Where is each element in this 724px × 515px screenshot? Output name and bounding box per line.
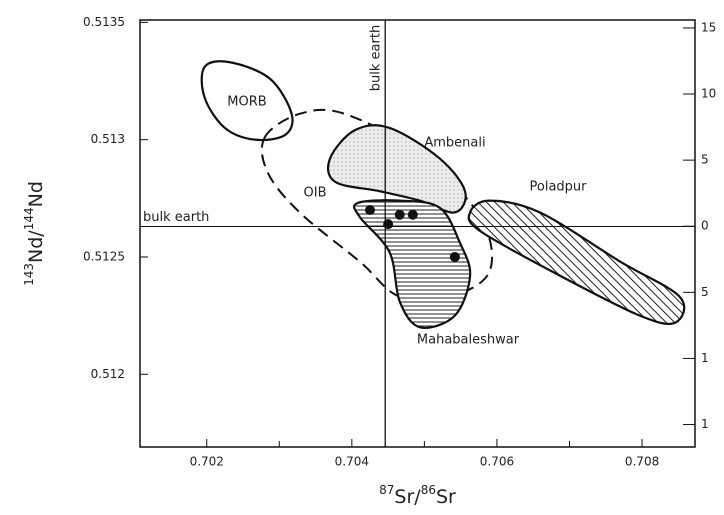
- y2-tick-label: 1: [701, 351, 709, 365]
- y-axis-title: 143Nd/144Nd: [22, 181, 47, 286]
- reference-label: bulk earth: [369, 25, 384, 91]
- y2-tick-label: 15: [701, 20, 716, 34]
- field-label: MORB: [227, 95, 266, 110]
- x-tick-label: 0.704: [335, 455, 369, 469]
- x-axis-title-part: 86: [421, 483, 436, 497]
- x-tick-label: 0.702: [190, 455, 224, 469]
- data-point: [364, 205, 375, 216]
- field: [352, 199, 472, 329]
- data-point: [407, 209, 418, 220]
- field-label: Ambenali: [424, 136, 485, 151]
- y2-tick-label: 1: [701, 417, 709, 431]
- reference-label: bulk earth: [143, 210, 209, 225]
- plot-frame: [139, 19, 696, 448]
- y2-tick-label: 10: [701, 87, 716, 101]
- y-axis-title-part: 143: [22, 263, 36, 286]
- field-label: Mahabaleshwar: [417, 333, 520, 348]
- y-tick-label: 0.5125: [83, 249, 125, 263]
- y-tick-label: 0.5135: [83, 15, 125, 29]
- y-tick-label: 0.512: [91, 367, 125, 381]
- data-point: [449, 251, 460, 262]
- data-point: [394, 209, 405, 220]
- x-tick-label: 0.708: [625, 455, 659, 469]
- y2-tick-label: 0: [701, 219, 709, 233]
- x-axis-title-part: Sr/: [394, 486, 421, 508]
- field: [326, 124, 467, 214]
- x-axis-title-part: 87: [379, 483, 394, 497]
- y-axis-title-part: Nd: [25, 181, 47, 207]
- data-point: [383, 219, 394, 230]
- x-axis-title: 87Sr/86Sr: [379, 483, 456, 508]
- field-label: OIB: [304, 186, 327, 201]
- y-tick-label: 0.513: [91, 132, 125, 146]
- field: [260, 108, 493, 302]
- x-tick-label: 0.706: [480, 455, 514, 469]
- y-axis-title-part: Nd/: [25, 230, 47, 263]
- y2-tick-label: 5: [701, 153, 709, 167]
- field: [200, 60, 294, 142]
- y2-tick-label: 5: [701, 285, 709, 299]
- x-axis-title-part: Sr: [436, 486, 456, 508]
- field: [467, 199, 686, 326]
- y-axis-title-part: 144: [22, 207, 36, 230]
- field-label: Poladpur: [530, 180, 588, 195]
